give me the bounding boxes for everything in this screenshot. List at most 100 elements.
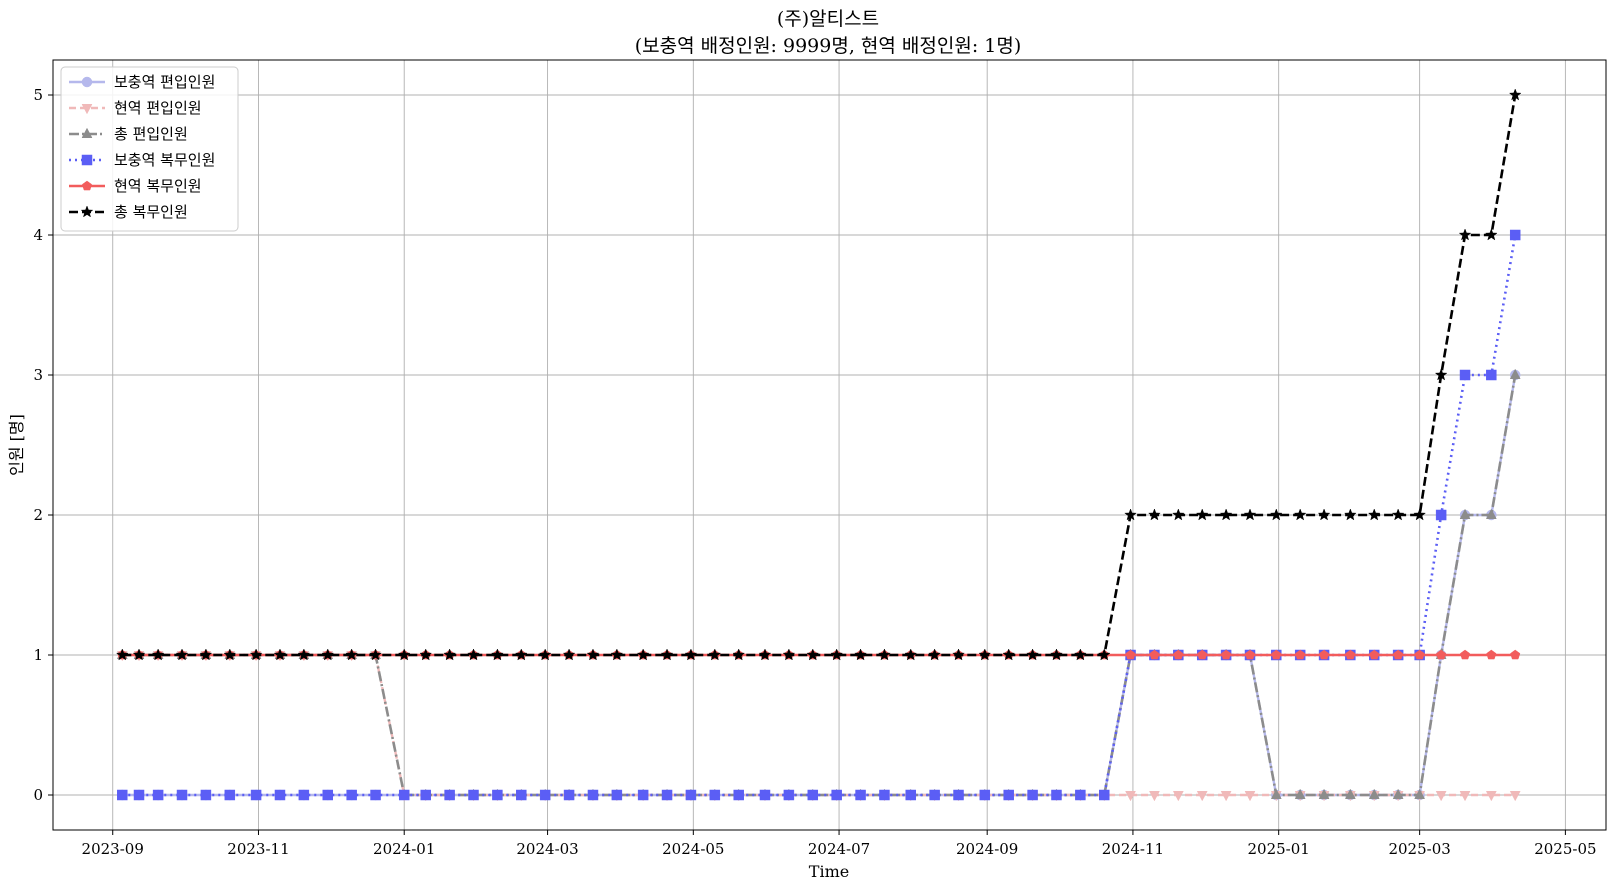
data-point	[132, 648, 146, 661]
data-point	[1026, 648, 1039, 661]
x-tick-label: 2024-01	[373, 840, 435, 858]
data-point	[151, 648, 165, 661]
legend-item: 현역 편입인원	[69, 99, 202, 117]
data-point	[952, 648, 965, 661]
data-point	[733, 789, 744, 801]
data-point	[1414, 788, 1426, 799]
series-group	[115, 88, 1522, 802]
legend-label: 보충역 편입인원	[114, 73, 215, 91]
data-point	[419, 648, 433, 661]
data-point	[806, 648, 820, 661]
data-point	[782, 648, 796, 661]
data-point	[1221, 649, 1232, 660]
data-point	[516, 789, 527, 801]
x-tick-label: 2025-03	[1388, 840, 1450, 858]
y-tick-label: 5	[33, 86, 43, 104]
data-point	[1172, 791, 1184, 802]
data-point	[1393, 649, 1404, 660]
legend-swatch-marker	[81, 127, 93, 138]
data-point	[1171, 508, 1185, 521]
data-point	[878, 648, 891, 661]
data-point	[637, 789, 649, 801]
data-point	[830, 648, 844, 661]
data-point	[879, 789, 890, 801]
data-point	[1243, 508, 1257, 521]
data-point	[1510, 649, 1521, 660]
data-point	[491, 648, 504, 661]
data-point	[467, 648, 480, 661]
x-tick-label: 2024-11	[1102, 840, 1164, 858]
data-point	[1459, 369, 1471, 381]
data-point	[1509, 229, 1521, 241]
chart-title: (주)알티스트	[777, 8, 879, 30]
data-point	[199, 648, 213, 661]
data-point	[586, 648, 600, 661]
data-point	[831, 789, 842, 801]
data-point	[1125, 649, 1136, 660]
data-point	[1343, 508, 1357, 521]
plot-frame	[52, 59, 1607, 831]
data-point	[298, 789, 310, 801]
data-point	[1486, 649, 1497, 660]
data-point	[1459, 791, 1471, 802]
data-point	[1317, 508, 1331, 521]
data-point	[1294, 788, 1306, 799]
y-tick-label: 4	[33, 226, 43, 244]
data-point	[249, 648, 263, 661]
data-point	[539, 789, 551, 801]
data-point	[684, 648, 698, 661]
legend-label: 총 복무인원	[114, 203, 188, 221]
data-point	[1344, 788, 1356, 799]
series-2	[116, 651, 1521, 802]
data-point	[1368, 788, 1380, 799]
legend-item: 보충역 복무인원	[69, 151, 215, 169]
data-point	[514, 648, 528, 661]
y-axis-label: 인원 [명]	[7, 414, 26, 476]
data-point	[321, 648, 335, 661]
data-point	[346, 789, 357, 801]
legend-swatch-marker	[80, 205, 94, 218]
data-point	[273, 648, 287, 661]
legend-item: 총 복무인원	[69, 203, 188, 221]
data-point	[904, 648, 918, 661]
legend-label: 현역 편입인원	[114, 99, 202, 117]
data-point	[1173, 649, 1184, 660]
x-axis-label: Time	[809, 862, 849, 881]
series-line	[122, 653, 1516, 797]
data-point	[1392, 788, 1404, 799]
data-point	[1319, 649, 1330, 660]
data-point	[732, 648, 746, 661]
legend-item: 현역 복무인원	[69, 177, 202, 195]
data-point	[1345, 649, 1356, 660]
data-point	[610, 648, 624, 661]
data-point	[1295, 649, 1306, 660]
data-point	[1073, 648, 1087, 661]
data-point	[370, 789, 381, 801]
data-point	[444, 789, 455, 801]
data-point	[929, 789, 940, 801]
data-point	[1486, 369, 1497, 381]
data-point	[854, 648, 867, 661]
data-point	[1050, 648, 1063, 661]
x-tick-label: 2024-07	[808, 840, 870, 858]
data-point	[176, 789, 188, 801]
y-tick-label: 2	[33, 506, 43, 524]
data-point	[758, 648, 772, 661]
data-point	[928, 648, 942, 661]
data-point	[1459, 649, 1471, 660]
data-point	[1413, 508, 1427, 521]
data-point	[117, 789, 128, 801]
data-point	[397, 648, 411, 661]
data-point	[1435, 509, 1447, 521]
data-point	[1369, 649, 1380, 660]
data-point	[587, 789, 599, 801]
data-point	[1244, 649, 1256, 660]
y-tick-label: 0	[33, 786, 43, 804]
legend-label: 총 편입인원	[114, 125, 188, 143]
data-point	[200, 789, 212, 801]
data-point	[175, 648, 189, 661]
data-point	[1197, 649, 1208, 660]
x-tick-label: 2025-05	[1534, 840, 1596, 858]
